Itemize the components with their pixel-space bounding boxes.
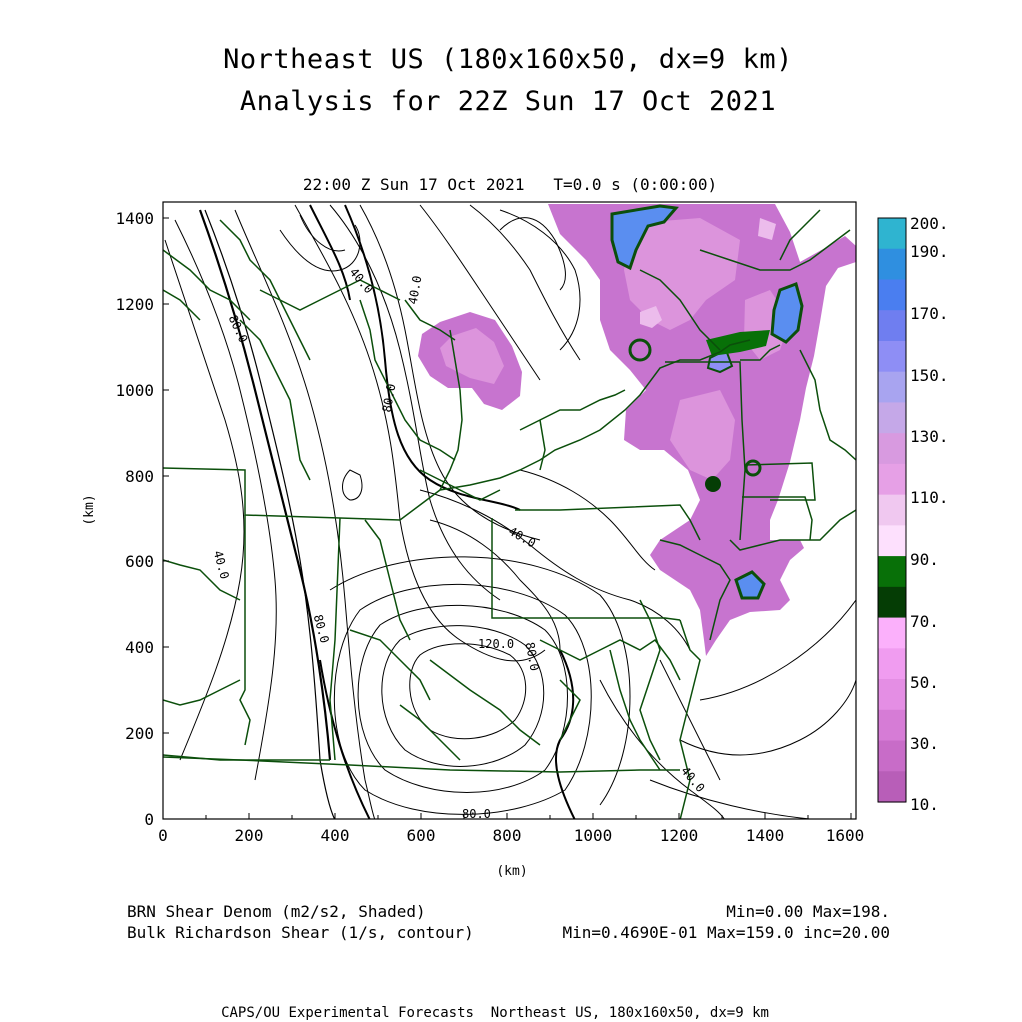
y-tick-label: 200 — [125, 724, 154, 743]
colorbar-label: 170. — [910, 304, 949, 323]
colorbar-swatch — [878, 218, 906, 250]
shaded-field — [418, 204, 856, 656]
colorbar-label: 110. — [910, 488, 949, 507]
plot-frame — [162, 201, 857, 820]
colorbar-swatch — [878, 340, 906, 373]
colorbar-swatch — [878, 310, 906, 342]
y-axis-label: (km) — [82, 494, 97, 525]
y-tick-label: 1000 — [115, 381, 154, 400]
shade-max-north — [610, 204, 679, 271]
colorbar-label: 30. — [910, 734, 939, 753]
x-tick-label: 1600 — [826, 826, 865, 845]
colorbar-swatch — [878, 248, 906, 281]
colorbar-swatch — [878, 371, 906, 404]
contour-label: 80.0 — [462, 807, 491, 821]
y-tick-label: 400 — [125, 638, 154, 657]
map-title: Northeast US (180x160x50, dx=9 km) — [223, 44, 793, 75]
x-tick-label: 600 — [407, 826, 436, 845]
colorbar-label: 130. — [910, 427, 949, 446]
colorbar-label: 150. — [910, 366, 949, 385]
footer-credit: CAPS/OU Experimental Forecasts Northeast… — [221, 1005, 769, 1021]
colorbar-swatch — [878, 709, 906, 742]
colorbar — [877, 217, 907, 803]
colorbar-swatch — [878, 279, 906, 311]
x-tick-label: 800 — [493, 826, 522, 845]
colorbar-label: 10. — [910, 795, 939, 814]
contour-label: 80.0 — [380, 383, 399, 414]
shaded-field-range: Min=0.00 Max=198. — [726, 902, 890, 921]
map-subtitle-analysis: Analysis for 22Z Sun 17 Oct 2021 — [239, 86, 777, 117]
colorbar-swatch — [878, 402, 906, 434]
contour-field-description: Bulk Richardson Shear (1/s, contour) — [127, 923, 474, 942]
y-tick-label: 800 — [125, 467, 154, 486]
y-tick-label: 600 — [125, 552, 154, 571]
colorbar-swatch — [878, 586, 906, 619]
colorbar-label: 190. — [910, 242, 949, 261]
colorbar-swatch — [878, 494, 906, 526]
x-axis-label: (km) — [496, 864, 527, 879]
shaded-field-description: BRN Shear Denom (m2/s2, Shaded) — [127, 902, 426, 921]
colorbar-swatch — [878, 463, 906, 496]
shade-max-east — [770, 282, 804, 344]
contour-field-range: Min=0.4690E-01 Max=159.0 inc=20.00 — [562, 923, 890, 942]
x-tick-label: 0 — [158, 826, 168, 845]
colorbar-swatch — [878, 556, 906, 588]
time-stamp: 22:00 Z Sun 17 Oct 2021 T=0.0 s (0:00:00… — [302, 175, 718, 194]
contour-label: 40.0 — [211, 549, 232, 581]
colorbar-label: 90. — [910, 550, 939, 569]
contour-label: 40.0 — [406, 275, 425, 306]
x-tick-label: 1400 — [746, 826, 785, 845]
y-tick-label: 0 — [144, 810, 154, 829]
colorbar-label: 200. — [910, 214, 949, 233]
colorbar-swatch — [878, 617, 906, 649]
colorbar-swatch — [878, 740, 906, 772]
x-tick-label: 1000 — [574, 826, 613, 845]
contour-label: 80.0 — [523, 641, 542, 672]
y-tick-label: 1400 — [115, 209, 154, 228]
colorbar-swatch — [878, 433, 906, 465]
colorbar-label: 70. — [910, 612, 939, 631]
contour-label: 120.0 — [478, 637, 514, 651]
contour-label: 40.0 — [678, 764, 707, 795]
contour-label: 40.0 — [506, 524, 538, 551]
x-tick-label: 200 — [235, 826, 264, 845]
colorbar-swatch — [878, 648, 906, 680]
x-tick-label: 400 — [321, 826, 350, 845]
x-tick-label: 1200 — [660, 826, 699, 845]
boundaries — [163, 209, 856, 819]
axis-ticks — [162, 217, 852, 820]
colorbar-label: 50. — [910, 673, 939, 692]
colorbar-swatch — [878, 771, 906, 803]
colorbar-swatch — [878, 525, 906, 557]
y-tick-label: 1200 — [115, 295, 154, 314]
colorbar-swatch — [878, 679, 906, 711]
